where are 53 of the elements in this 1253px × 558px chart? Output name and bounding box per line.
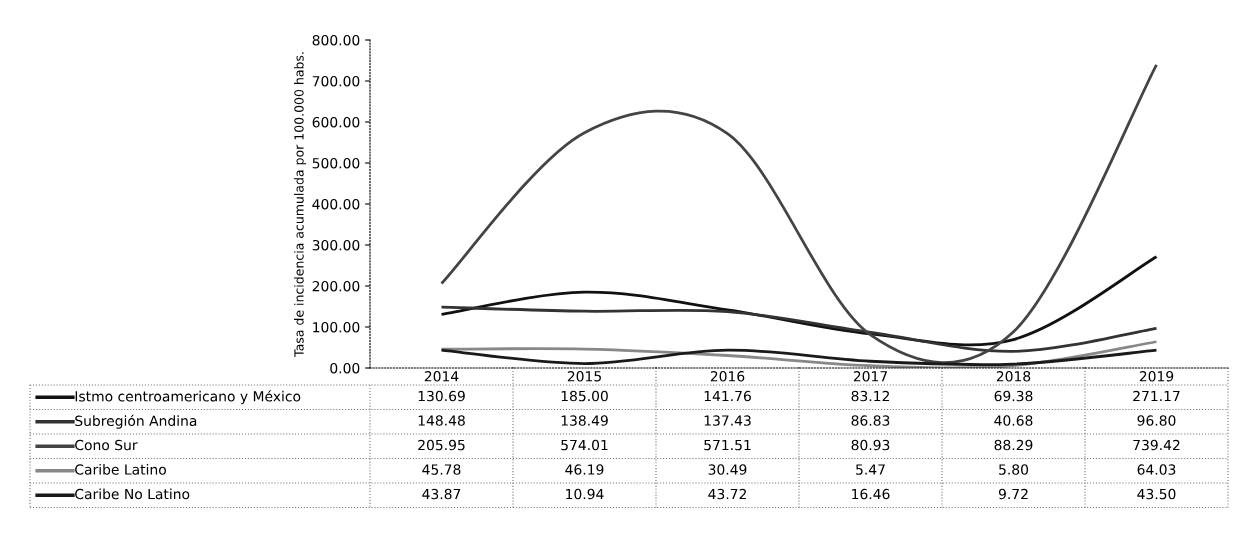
data-label: 205.95 <box>418 439 465 451</box>
data-label: 9.72 <box>998 488 1028 500</box>
y-axis-title: Tasa de incidencia acumulada por 100.000 habs. <box>294 52 307 357</box>
legend-label: Caribe Latino <box>75 464 166 475</box>
legend-label: Subregión Andina <box>75 414 197 429</box>
data-label: 43.87 <box>422 488 461 500</box>
data-label: 185.00 <box>561 390 608 402</box>
data-label: 86.83 <box>851 415 890 426</box>
legend-label: Caribe No Latino <box>75 488 190 500</box>
x-tick-label: 2014 <box>424 371 459 382</box>
data-label: 141.76 <box>704 390 751 402</box>
data-label: 138.49 <box>561 415 608 426</box>
data-label: 80.93 <box>851 439 890 451</box>
data-label: 43.50 <box>1137 488 1176 500</box>
x-tick-label: 2019 <box>1139 371 1174 382</box>
y-tick-label: 300.00 <box>312 239 360 251</box>
x-tick-label: 2016 <box>710 371 745 382</box>
data-label: 45.78 <box>422 464 461 475</box>
data-label: 10.94 <box>566 488 604 500</box>
x-tick-label: 2015 <box>567 371 601 382</box>
y-tick-label: 0.00 <box>330 362 360 374</box>
x-tick-label: 2017 <box>853 371 887 382</box>
x-tick-label: 2018 <box>996 371 1031 382</box>
data-label: 43.72 <box>708 488 746 500</box>
data-label: 40.68 <box>994 415 1033 426</box>
y-tick-label: 200.00 <box>312 280 360 292</box>
y-tick-label: 800.00 <box>312 34 360 46</box>
data-label: 46.19 <box>565 464 604 475</box>
y-tick-label: 700.00 <box>312 75 360 87</box>
data-label: 30.49 <box>708 464 747 475</box>
line-series <box>440 348 1158 367</box>
data-label: 271.17 <box>1133 390 1180 402</box>
data-label: 64.03 <box>1137 464 1176 475</box>
data-label: 5.80 <box>999 464 1029 475</box>
data-label: 574.01 <box>561 439 608 451</box>
data-label: 137.43 <box>704 415 751 426</box>
y-tick-label: 600.00 <box>312 116 360 128</box>
legend-label: Cono Sur <box>75 439 138 451</box>
data-label: 148.48 <box>418 415 465 426</box>
y-tick-label: 100.00 <box>313 321 360 333</box>
data-label: 96.80 <box>1137 415 1176 426</box>
data-label: 5.47 <box>856 464 885 475</box>
data-label: 83.12 <box>851 390 889 402</box>
data-label: 739.42 <box>1133 439 1180 451</box>
y-tick-label: 400.00 <box>312 198 360 210</box>
line-series <box>440 305 1158 353</box>
data-label: 88.29 <box>994 439 1033 451</box>
data-label: 69.38 <box>994 390 1033 402</box>
legend-label: Istmo centroamericano y México <box>75 390 301 405</box>
y-tick-label: 500.00 <box>312 157 360 169</box>
data-label: 130.69 <box>418 390 465 402</box>
data-label: 16.46 <box>852 488 890 500</box>
data-label: 571.51 <box>704 439 751 451</box>
